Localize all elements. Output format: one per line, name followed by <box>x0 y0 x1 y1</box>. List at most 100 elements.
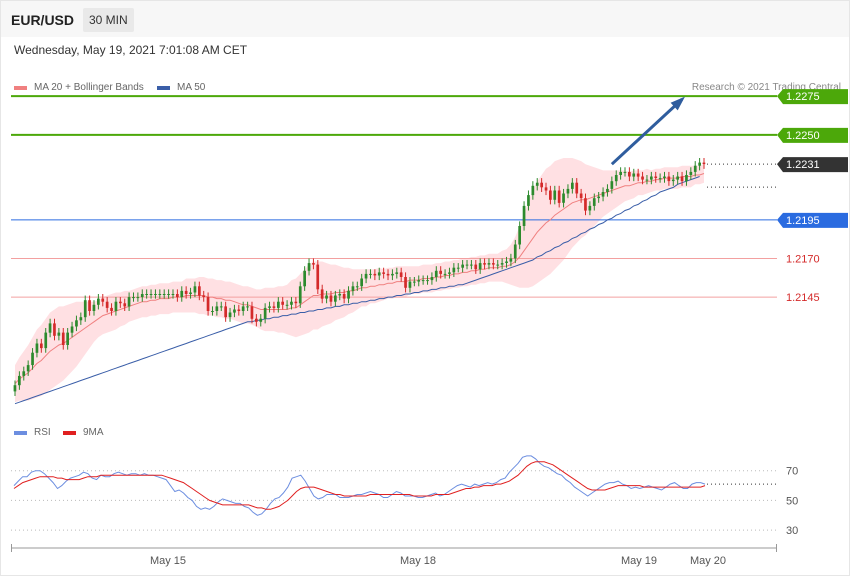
candle-body <box>671 179 675 182</box>
candle-body <box>628 171 631 177</box>
candle-body <box>233 309 236 313</box>
candle-body <box>549 190 552 200</box>
candle-body <box>584 198 587 211</box>
candle-body <box>478 263 482 270</box>
candle-body <box>426 280 429 282</box>
candle-body <box>31 352 34 366</box>
candle-body <box>123 303 127 307</box>
candle-body <box>413 281 416 283</box>
candle-body <box>97 298 100 305</box>
candle-body <box>57 332 61 336</box>
legend-ma50-swatch <box>157 85 170 90</box>
candle-body <box>654 176 658 178</box>
candle-body <box>417 280 421 282</box>
candle-body <box>285 304 289 306</box>
level-label-1.2170: 1.2170 <box>786 253 820 265</box>
candle-body <box>399 272 403 277</box>
candle-body <box>119 301 122 304</box>
candle-body <box>338 294 342 296</box>
level-label-1.2231: 1.2231 <box>786 159 820 171</box>
legend-ma50-label: MA 50 <box>177 82 206 93</box>
candle-body <box>83 300 87 318</box>
legend-rsi-swatch <box>14 430 27 435</box>
candle-body <box>575 182 579 194</box>
candle-body <box>689 171 693 175</box>
candle-body <box>474 264 478 270</box>
candle-body <box>632 173 636 177</box>
rsi-tick-70: 70 <box>786 466 798 478</box>
candle-body <box>650 176 653 180</box>
header-bar: EUR/USD 30 MIN <box>1 1 849 37</box>
candle-body <box>140 294 144 298</box>
candle-body <box>562 193 565 203</box>
candle-body <box>241 306 245 311</box>
candle-body <box>601 192 605 197</box>
candle-body <box>663 176 666 178</box>
candle-body <box>408 281 412 288</box>
candle-body <box>395 272 399 274</box>
candle-body <box>92 304 96 311</box>
candle-body <box>369 273 372 275</box>
candle-body <box>487 263 491 265</box>
legend-ma50: MA 50 <box>157 82 205 93</box>
candle-body <box>53 323 56 336</box>
candle-body <box>540 182 543 188</box>
candle-body <box>658 178 662 180</box>
candle-body <box>509 258 513 262</box>
level-tag-1.2275 <box>777 89 848 105</box>
price-levels: 1.2275 1.2250 1.2231 1.2195 1.2170 1.2145 <box>11 89 848 304</box>
candle-body <box>351 286 355 291</box>
candle-body <box>277 301 280 308</box>
candle-body <box>386 273 390 276</box>
candle-body <box>193 286 197 293</box>
candle-body <box>439 270 442 274</box>
level-label-1.2275: 1.2275 <box>786 91 820 103</box>
timeframe-button[interactable]: 30 MIN <box>83 8 134 32</box>
candle-body <box>312 263 315 265</box>
x-axis: May 15 May 18 May 19 May 20 <box>11 544 777 567</box>
candle-body <box>571 182 574 189</box>
candle-body <box>162 294 166 295</box>
candle-body <box>483 263 486 265</box>
candle-body <box>237 309 241 311</box>
candle-body <box>224 306 227 318</box>
candle-body <box>307 263 311 271</box>
candle-body <box>557 190 561 203</box>
x-tick-label: May 15 <box>150 555 186 567</box>
candle-body <box>676 176 679 180</box>
candle-body <box>456 267 460 269</box>
symbol-title: EUR/USD <box>11 12 75 28</box>
candle-body <box>680 176 684 182</box>
level-label-1.2195: 1.2195 <box>786 215 820 227</box>
candle-body <box>404 277 407 288</box>
legend-rsi-ma-swatch <box>63 430 76 435</box>
candle-body <box>610 181 614 189</box>
legend-ma20-swatch <box>14 85 27 90</box>
candle-body <box>61 332 65 345</box>
rsi-tick-50: 50 <box>786 495 798 507</box>
candle-body <box>110 307 113 311</box>
candle-body <box>597 196 600 199</box>
candle-body <box>325 295 328 299</box>
candle-body <box>702 162 706 165</box>
candle-body <box>171 294 175 295</box>
candle-body <box>667 176 671 182</box>
candle-body <box>246 306 249 308</box>
candle-body <box>535 182 539 186</box>
candle-body <box>579 193 583 199</box>
candle-body <box>531 185 535 196</box>
candle-body <box>443 273 447 275</box>
candle-body <box>211 311 214 312</box>
candle-body <box>492 263 495 265</box>
candle-body <box>268 306 271 308</box>
candle-body <box>364 273 368 279</box>
candle-body <box>500 263 504 265</box>
level-tag-1.2195 <box>777 212 848 228</box>
candle-body <box>355 286 359 288</box>
candle-body <box>298 286 302 304</box>
candle-body <box>391 273 394 276</box>
candle-body <box>13 385 17 392</box>
candle-body <box>693 165 697 172</box>
candle-body <box>263 307 267 319</box>
candle-body <box>382 272 385 274</box>
